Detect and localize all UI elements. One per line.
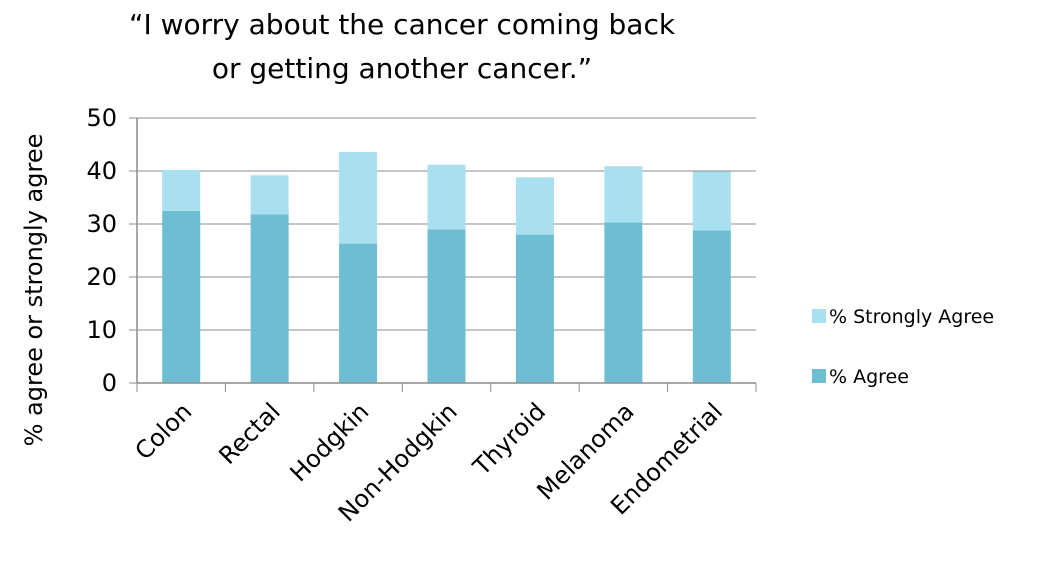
legend-label: % Agree bbox=[829, 366, 909, 388]
y-axis-label: % agree or strongly agree bbox=[20, 134, 48, 447]
bar-segment-strongly-agree bbox=[251, 175, 289, 214]
y-axis-ticks: 0 10 20 30 40 50 bbox=[86, 104, 137, 397]
x-category-label: Thyroid bbox=[467, 397, 551, 481]
bar-segment-agree bbox=[339, 244, 377, 383]
bar-segment-strongly-agree bbox=[693, 172, 731, 231]
y-tick-label: 30 bbox=[86, 210, 117, 238]
bar-segment-agree bbox=[162, 211, 200, 383]
legend-label: % Strongly Agree bbox=[829, 306, 994, 328]
bar-segment-strongly-agree bbox=[428, 165, 466, 230]
bar-segment-strongly-agree bbox=[339, 152, 377, 244]
y-tick-label: 50 bbox=[86, 104, 117, 132]
bar-segment-agree bbox=[516, 235, 554, 383]
bars bbox=[162, 152, 731, 383]
legend: % Strongly Agree % Agree bbox=[812, 306, 994, 388]
bar-segment-agree bbox=[604, 222, 642, 383]
y-tick-label: 10 bbox=[86, 316, 117, 344]
chart-title-line-1: “I worry about the cancer coming back bbox=[129, 8, 676, 41]
bar-segment-agree bbox=[428, 229, 466, 383]
x-category-label: Rectal bbox=[213, 397, 285, 469]
chart-title-line-2: or getting another cancer.” bbox=[212, 52, 592, 85]
bar-segment-agree bbox=[251, 214, 289, 383]
legend-swatch bbox=[812, 369, 826, 383]
bar-segment-strongly-agree bbox=[516, 177, 554, 234]
bar-segment-strongly-agree bbox=[162, 170, 200, 211]
legend-swatch bbox=[812, 309, 826, 323]
y-tick-label: 40 bbox=[86, 157, 117, 185]
bar-segment-agree bbox=[693, 230, 731, 383]
x-category-label: Hodgkin bbox=[285, 397, 375, 487]
y-tick-label: 20 bbox=[86, 263, 117, 291]
y-tick-label: 0 bbox=[102, 369, 117, 397]
bar-segment-strongly-agree bbox=[604, 166, 642, 222]
x-category-label: Colon bbox=[130, 397, 198, 465]
